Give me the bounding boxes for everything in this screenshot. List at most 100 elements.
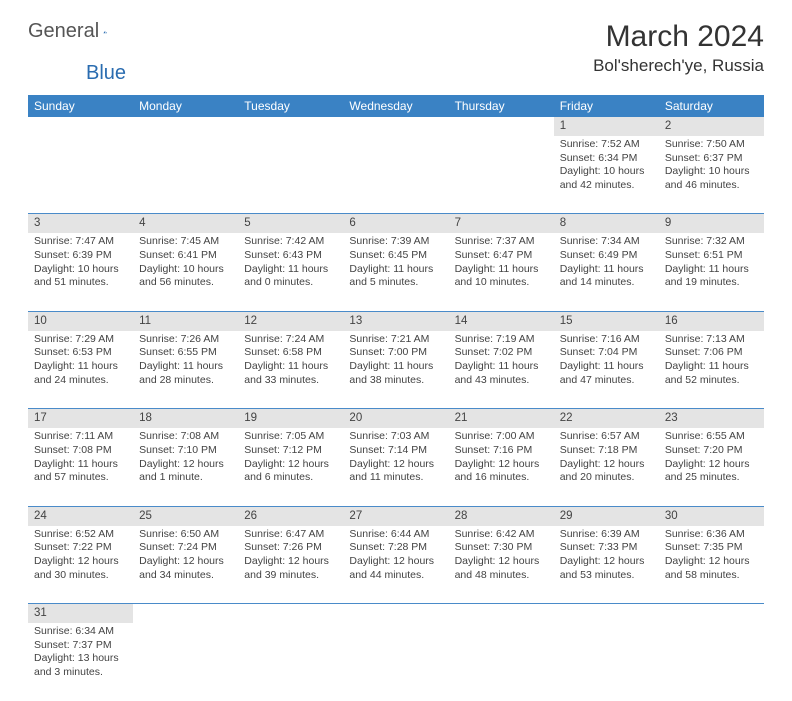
day-number-cell: 1 [554, 117, 659, 136]
sunrise-line: Sunrise: 7:37 AM [455, 235, 548, 249]
day-number-row: 17181920212223 [28, 409, 764, 428]
sunset-line: Sunset: 7:06 PM [665, 346, 758, 360]
daylight-line: Daylight: 10 hours and 51 minutes. [34, 263, 127, 290]
daylight-line: Daylight: 12 hours and 20 minutes. [560, 458, 653, 485]
sunset-line: Sunset: 6:58 PM [244, 346, 337, 360]
day-number-cell: 29 [554, 506, 659, 525]
sunset-line: Sunset: 7:10 PM [139, 444, 232, 458]
day-cell-content: Sunrise: 7:45 AMSunset: 6:41 PMDaylight:… [133, 233, 238, 294]
day-number-cell: 19 [238, 409, 343, 428]
day-number-cell: 26 [238, 506, 343, 525]
daylight-line: Daylight: 12 hours and 30 minutes. [34, 555, 127, 582]
day-number-cell: 30 [659, 506, 764, 525]
sunset-line: Sunset: 7:12 PM [244, 444, 337, 458]
daylight-line: Daylight: 12 hours and 1 minute. [139, 458, 232, 485]
calendar-week-row: Sunrise: 7:11 AMSunset: 7:08 PMDaylight:… [28, 428, 764, 506]
day-number-cell: 31 [28, 604, 133, 623]
day-number-cell: 13 [343, 311, 448, 330]
day-number-cell: 18 [133, 409, 238, 428]
day-cell-content: Sunrise: 7:37 AMSunset: 6:47 PMDaylight:… [449, 233, 554, 294]
day-number-cell: 4 [133, 214, 238, 233]
weekday-header: Monday [133, 95, 238, 117]
day-cell: Sunrise: 6:36 AMSunset: 7:35 PMDaylight:… [659, 526, 764, 604]
sunset-line: Sunset: 7:24 PM [139, 541, 232, 555]
sunset-line: Sunset: 6:41 PM [139, 249, 232, 263]
sunset-line: Sunset: 7:30 PM [455, 541, 548, 555]
day-cell-content: Sunrise: 7:24 AMSunset: 6:58 PMDaylight:… [238, 331, 343, 392]
day-number-cell: 25 [133, 506, 238, 525]
daylight-line: Daylight: 12 hours and 39 minutes. [244, 555, 337, 582]
day-cell: Sunrise: 7:08 AMSunset: 7:10 PMDaylight:… [133, 428, 238, 506]
sunset-line: Sunset: 7:00 PM [349, 346, 442, 360]
day-cell [133, 136, 238, 214]
calendar-body: 12Sunrise: 7:52 AMSunset: 6:34 PMDayligh… [28, 117, 764, 701]
sunrise-line: Sunrise: 6:50 AM [139, 528, 232, 542]
day-number-row: 24252627282930 [28, 506, 764, 525]
day-number-cell: 2 [659, 117, 764, 136]
day-cell-content: Sunrise: 7:21 AMSunset: 7:00 PMDaylight:… [343, 331, 448, 392]
day-number-cell: 27 [343, 506, 448, 525]
sunrise-line: Sunrise: 7:19 AM [455, 333, 548, 347]
sunrise-line: Sunrise: 7:52 AM [560, 138, 653, 152]
logo: General [28, 20, 125, 43]
day-number-cell [28, 117, 133, 136]
day-number-cell: 17 [28, 409, 133, 428]
calendar-table: Sunday Monday Tuesday Wednesday Thursday… [28, 95, 764, 701]
day-number-row: 31 [28, 604, 764, 623]
sunset-line: Sunset: 6:37 PM [665, 152, 758, 166]
sunset-line: Sunset: 6:39 PM [34, 249, 127, 263]
day-cell-content: Sunrise: 6:50 AMSunset: 7:24 PMDaylight:… [133, 526, 238, 587]
day-number-cell: 10 [28, 311, 133, 330]
daylight-line: Daylight: 11 hours and 5 minutes. [349, 263, 442, 290]
day-cell [343, 136, 448, 214]
day-cell: Sunrise: 7:50 AMSunset: 6:37 PMDaylight:… [659, 136, 764, 214]
daylight-line: Daylight: 12 hours and 34 minutes. [139, 555, 232, 582]
day-cell: Sunrise: 7:52 AMSunset: 6:34 PMDaylight:… [554, 136, 659, 214]
sunset-line: Sunset: 7:33 PM [560, 541, 653, 555]
day-cell: Sunrise: 6:39 AMSunset: 7:33 PMDaylight:… [554, 526, 659, 604]
day-number-cell: 21 [449, 409, 554, 428]
day-cell: Sunrise: 6:57 AMSunset: 7:18 PMDaylight:… [554, 428, 659, 506]
day-cell-content: Sunrise: 6:55 AMSunset: 7:20 PMDaylight:… [659, 428, 764, 489]
day-cell-content: Sunrise: 7:42 AMSunset: 6:43 PMDaylight:… [238, 233, 343, 294]
day-cell: Sunrise: 7:19 AMSunset: 7:02 PMDaylight:… [449, 331, 554, 409]
daylight-line: Daylight: 12 hours and 6 minutes. [244, 458, 337, 485]
sunrise-line: Sunrise: 7:05 AM [244, 430, 337, 444]
day-cell: Sunrise: 7:45 AMSunset: 6:41 PMDaylight:… [133, 233, 238, 311]
sunrise-line: Sunrise: 7:03 AM [349, 430, 442, 444]
day-cell-content: Sunrise: 7:26 AMSunset: 6:55 PMDaylight:… [133, 331, 238, 392]
sail-icon [103, 23, 107, 41]
day-cell-content: Sunrise: 7:39 AMSunset: 6:45 PMDaylight:… [343, 233, 448, 294]
weekday-header: Tuesday [238, 95, 343, 117]
sunrise-line: Sunrise: 7:24 AM [244, 333, 337, 347]
day-number-row: 12 [28, 117, 764, 136]
sunset-line: Sunset: 6:49 PM [560, 249, 653, 263]
day-cell-content: Sunrise: 6:52 AMSunset: 7:22 PMDaylight:… [28, 526, 133, 587]
day-cell: Sunrise: 7:39 AMSunset: 6:45 PMDaylight:… [343, 233, 448, 311]
sunset-line: Sunset: 6:55 PM [139, 346, 232, 360]
sunset-line: Sunset: 7:37 PM [34, 639, 127, 653]
sunrise-line: Sunrise: 7:26 AM [139, 333, 232, 347]
day-cell: Sunrise: 7:11 AMSunset: 7:08 PMDaylight:… [28, 428, 133, 506]
sunrise-line: Sunrise: 7:21 AM [349, 333, 442, 347]
daylight-line: Daylight: 10 hours and 42 minutes. [560, 165, 653, 192]
sunset-line: Sunset: 7:20 PM [665, 444, 758, 458]
sunset-line: Sunset: 7:16 PM [455, 444, 548, 458]
daylight-line: Daylight: 12 hours and 58 minutes. [665, 555, 758, 582]
sunset-line: Sunset: 7:04 PM [560, 346, 653, 360]
sunrise-line: Sunrise: 6:39 AM [560, 528, 653, 542]
day-cell: Sunrise: 7:47 AMSunset: 6:39 PMDaylight:… [28, 233, 133, 311]
sunrise-line: Sunrise: 6:57 AM [560, 430, 653, 444]
sunrise-line: Sunrise: 7:29 AM [34, 333, 127, 347]
day-number-cell: 8 [554, 214, 659, 233]
day-cell-content: Sunrise: 7:34 AMSunset: 6:49 PMDaylight:… [554, 233, 659, 294]
daylight-line: Daylight: 11 hours and 43 minutes. [455, 360, 548, 387]
daylight-line: Daylight: 12 hours and 48 minutes. [455, 555, 548, 582]
day-number-cell: 16 [659, 311, 764, 330]
sunrise-line: Sunrise: 6:52 AM [34, 528, 127, 542]
day-cell [238, 623, 343, 701]
daylight-line: Daylight: 11 hours and 19 minutes. [665, 263, 758, 290]
day-cell-content: Sunrise: 6:36 AMSunset: 7:35 PMDaylight:… [659, 526, 764, 587]
sunset-line: Sunset: 6:47 PM [455, 249, 548, 263]
daylight-line: Daylight: 11 hours and 52 minutes. [665, 360, 758, 387]
